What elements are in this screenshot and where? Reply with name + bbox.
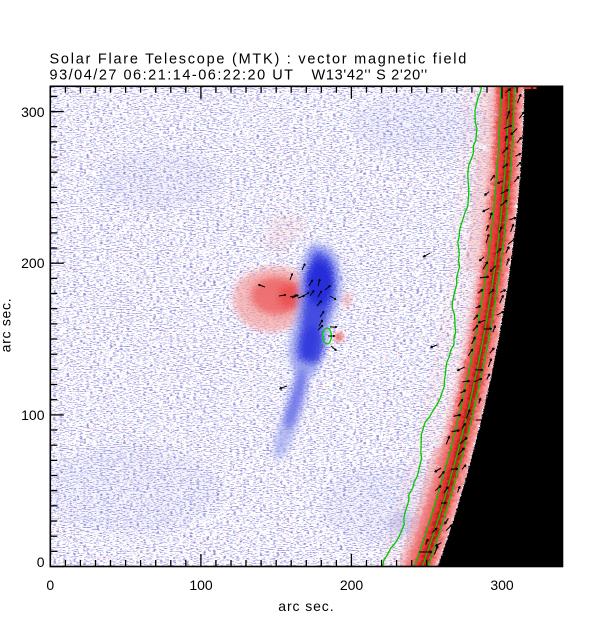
svg-text:0: 0 xyxy=(37,554,45,570)
svg-text:300: 300 xyxy=(490,577,514,593)
svg-text:100: 100 xyxy=(21,407,45,423)
svg-text:300: 300 xyxy=(21,104,45,120)
svg-text:arc sec.: arc sec. xyxy=(278,598,334,614)
svg-text:93/04/27 06:21:14-06:22:20 UT: 93/04/27 06:21:14-06:22:20 UT xyxy=(50,68,295,84)
svg-text:100: 100 xyxy=(189,577,213,593)
svg-text:arc sec.: arc sec. xyxy=(0,298,14,353)
svg-text:W13'42'' S 2'20'': W13'42'' S 2'20'' xyxy=(312,68,428,84)
svg-text:Solar Flare Telescope (MTK) :: Solar Flare Telescope (MTK) : vector mag… xyxy=(50,52,469,68)
svg-text:200: 200 xyxy=(340,577,364,593)
svg-text:0: 0 xyxy=(46,577,54,593)
svg-text:200: 200 xyxy=(21,255,45,271)
